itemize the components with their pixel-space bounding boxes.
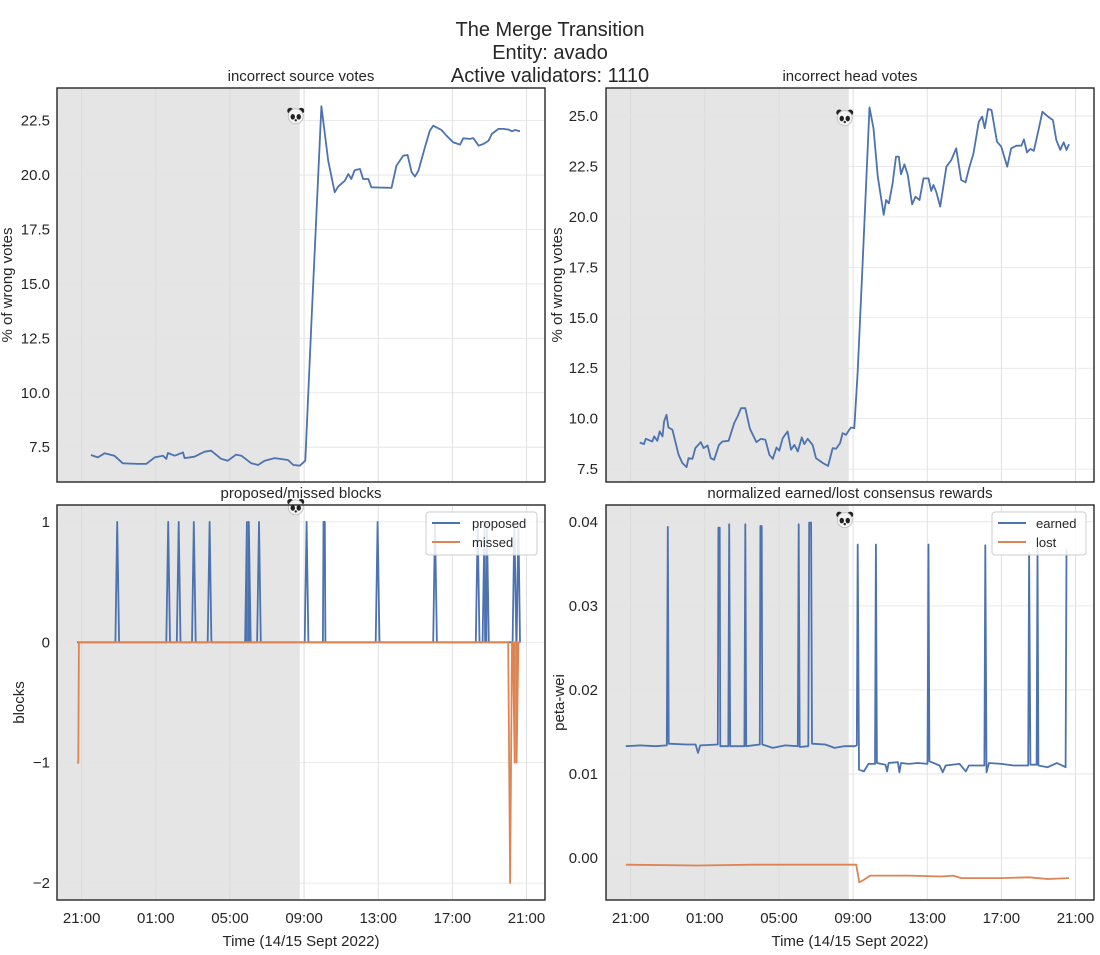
series-group bbox=[625, 521, 1070, 884]
pre-merge-shaded-region bbox=[606, 88, 849, 482]
subplot-title: proposed/missed blocks bbox=[221, 485, 382, 502]
subplot-head-votes: 7.5 10.0 12.5 15.0 17.5 20.0 22.5 25.0 incorrect… bbox=[549, 68, 1095, 483]
y-tick-label: −2 bbox=[33, 875, 50, 892]
x-tick-label: 21:00 bbox=[63, 910, 101, 927]
y-tick-label: 0.03 bbox=[569, 598, 598, 615]
legend-label-missed: missed bbox=[472, 535, 513, 550]
pre-merge-shaded-region bbox=[57, 88, 300, 482]
y-tick-label: 7.5 bbox=[577, 461, 598, 478]
y-tick-label: 22.5 bbox=[569, 158, 598, 175]
y-tick-label: 10.0 bbox=[569, 411, 598, 428]
legend-label-lost: lost bbox=[1036, 535, 1057, 550]
x-tick-label: 13:00 bbox=[359, 910, 397, 927]
x-tick-label: 17:00 bbox=[434, 910, 472, 927]
subplot-title: incorrect source votes bbox=[228, 68, 375, 85]
axes-frame bbox=[605, 87, 1095, 483]
x-tick-label: 01:00 bbox=[686, 910, 724, 927]
y-axis-label: peta-wei bbox=[551, 674, 568, 731]
x-tick-label: 17:00 bbox=[983, 910, 1021, 927]
subplot-source-votes: 7.5 10.0 12.5 15.0 17.5 20.0 22.5 incorrect sou… bbox=[0, 68, 546, 483]
x-tick-label: 09:00 bbox=[285, 910, 323, 927]
legend: proposed missed bbox=[425, 511, 538, 556]
x-tick-label: 09:00 bbox=[834, 910, 872, 927]
y-axis-label: % of wrong votes bbox=[549, 227, 566, 342]
subplot-title: incorrect head votes bbox=[782, 68, 917, 85]
series-line-values bbox=[90, 105, 521, 467]
y-axis-label: % of wrong votes bbox=[0, 227, 16, 342]
y-tick-label: 1 bbox=[42, 514, 50, 531]
y-tick-label: 15.0 bbox=[21, 276, 50, 293]
x-tick-label: 21:00 bbox=[612, 910, 650, 927]
x-tick-label: 05:00 bbox=[760, 910, 798, 927]
y-tick-label: 22.5 bbox=[21, 113, 50, 130]
axes-frame bbox=[56, 504, 546, 901]
legend: earned lost bbox=[991, 511, 1087, 556]
y-tick-label: 0.04 bbox=[569, 514, 598, 531]
y-tick-label: 17.5 bbox=[21, 221, 50, 238]
y-tick-label: 20.0 bbox=[21, 167, 50, 184]
series-group bbox=[90, 105, 521, 467]
x-tick-label: 13:00 bbox=[908, 910, 946, 927]
x-axis-label: Time (14/15 Sept 2022) bbox=[771, 933, 928, 950]
panda-icon bbox=[836, 511, 854, 529]
y-tick-label: 12.5 bbox=[21, 330, 50, 347]
y-tick-label: 15.0 bbox=[569, 310, 598, 327]
subplot-blocks: 21:00 01:00 05:00 09:00 13:00 17:00 21:00 −2 −1 0… bbox=[11, 485, 546, 950]
panda-icon bbox=[287, 498, 305, 516]
series-group bbox=[639, 106, 1070, 469]
y-tick-label: 0.00 bbox=[569, 850, 598, 867]
series-line-missed bbox=[77, 641, 520, 884]
y-axis-label: blocks bbox=[11, 681, 28, 724]
series-line-lost bbox=[625, 863, 1070, 884]
x-axis-label: Time (14/15 Sept 2022) bbox=[222, 933, 379, 950]
x-tick-label: 01:00 bbox=[137, 910, 175, 927]
series-group bbox=[77, 521, 521, 884]
axes-frame bbox=[605, 504, 1095, 901]
figure-title-line-1: The Merge Transition bbox=[456, 19, 645, 41]
y-tick-label: 20.0 bbox=[569, 209, 598, 226]
x-tick-label: 05:00 bbox=[211, 910, 249, 927]
legend-label-earned: earned bbox=[1036, 516, 1076, 531]
figure-title-line-3: Active validators: 1110 bbox=[451, 65, 649, 87]
y-tick-label: 25.0 bbox=[569, 108, 598, 125]
series-line-values bbox=[639, 106, 1070, 469]
y-tick-label: 17.5 bbox=[569, 259, 598, 276]
panda-icon bbox=[287, 107, 305, 125]
x-tick-label: 21:00 bbox=[508, 910, 546, 927]
subplot-title: normalized earned/lost consensus rewards bbox=[707, 485, 992, 502]
y-tick-label: 12.5 bbox=[569, 360, 598, 377]
y-tick-label: 7.5 bbox=[29, 439, 50, 456]
y-tick-label: −1 bbox=[33, 755, 50, 772]
y-tick-label: 0.01 bbox=[569, 766, 598, 783]
subplot-rewards: 21:00 01:00 05:00 09:00 13:00 17:00 21:00 0.00 0… bbox=[551, 485, 1095, 950]
figure-title-line-2: Entity: avado bbox=[492, 42, 608, 64]
x-tick-label: 21:00 bbox=[1057, 910, 1095, 927]
y-tick-label: 0 bbox=[42, 634, 50, 651]
legend-label-proposed: proposed bbox=[472, 516, 526, 531]
y-tick-label: 10.0 bbox=[21, 385, 50, 402]
y-tick-label: 0.02 bbox=[569, 682, 598, 699]
panda-icon bbox=[836, 109, 854, 126]
axes-frame bbox=[56, 87, 546, 483]
series-line-earned bbox=[625, 521, 1068, 774]
